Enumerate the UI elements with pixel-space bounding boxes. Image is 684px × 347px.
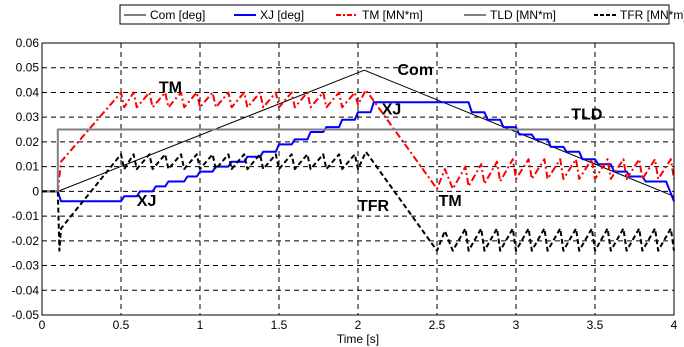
legend-entry-label: XJ [deg] xyxy=(260,8,304,22)
y-tick-label: 0.04 xyxy=(16,85,40,99)
y-tick-label: 0.03 xyxy=(16,110,40,124)
annotation-tm: TM xyxy=(159,79,182,96)
x-tick-label: 0 xyxy=(39,318,46,332)
annotations: TM Com XJ TLD XJ TFR TM xyxy=(137,62,603,215)
y-tick-label: -0.02 xyxy=(12,234,40,248)
x-axis-label: Time [s] xyxy=(337,332,379,346)
x-tick-label: 4 xyxy=(671,318,678,332)
legend: Com [deg] XJ [deg] TM [MN*m] TLD [MN*m] TFR … xyxy=(119,4,684,25)
y-tick-label: -0.01 xyxy=(12,209,40,223)
y-tick-label: 0.06 xyxy=(16,36,40,50)
x-tick-label: 0.5 xyxy=(113,318,130,332)
x-tick-label: 1 xyxy=(197,318,204,332)
annotation-xj: XJ xyxy=(137,193,157,210)
series-line-tld xyxy=(42,128,674,193)
y-tick-label: -0.05 xyxy=(12,308,40,322)
y-tick-label: 0 xyxy=(32,184,39,198)
x-tick-label: 3 xyxy=(513,318,520,332)
annotation-tld: TLD xyxy=(571,107,602,124)
series-line-xj xyxy=(42,101,675,203)
series-group xyxy=(42,69,675,252)
x-tick-label: 2 xyxy=(355,318,362,332)
series-line-tfr xyxy=(42,150,675,252)
annotation-xj: XJ xyxy=(382,102,402,119)
plot-frame xyxy=(41,42,675,316)
x-tick-label: 2.5 xyxy=(429,318,446,332)
x-axis-ticks: 0 0.5 1 1.5 2 2.5 3 3.5 4 xyxy=(39,318,678,332)
y-tick-label: -0.04 xyxy=(12,283,40,297)
legend-entry-label: TM [MN*m] xyxy=(362,8,423,22)
annotation-tfr: TFR xyxy=(358,198,390,215)
y-tick-label: 0.02 xyxy=(16,135,40,149)
series-line-tm xyxy=(42,89,675,193)
legend-entry-label: TLD [MN*m] xyxy=(490,8,556,22)
legend-entry-label: Com [deg] xyxy=(150,8,205,22)
y-axis-ticks: -0.05 -0.04 -0.03 -0.02 -0.01 0 0.01 0.02 0.03 0.… xyxy=(12,36,40,322)
legend-entry-label: TFR [MN*m] xyxy=(620,8,684,22)
annotation-tm: TM xyxy=(439,193,462,210)
grid xyxy=(42,43,674,315)
y-tick-label: -0.03 xyxy=(12,259,40,273)
x-tick-label: 1.5 xyxy=(271,318,288,332)
x-tick-label: 3.5 xyxy=(587,318,604,332)
legend-box xyxy=(119,4,670,25)
annotation-com: Com xyxy=(398,62,434,79)
y-tick-label: 0.05 xyxy=(16,61,40,75)
y-tick-label: 0.01 xyxy=(16,160,40,174)
